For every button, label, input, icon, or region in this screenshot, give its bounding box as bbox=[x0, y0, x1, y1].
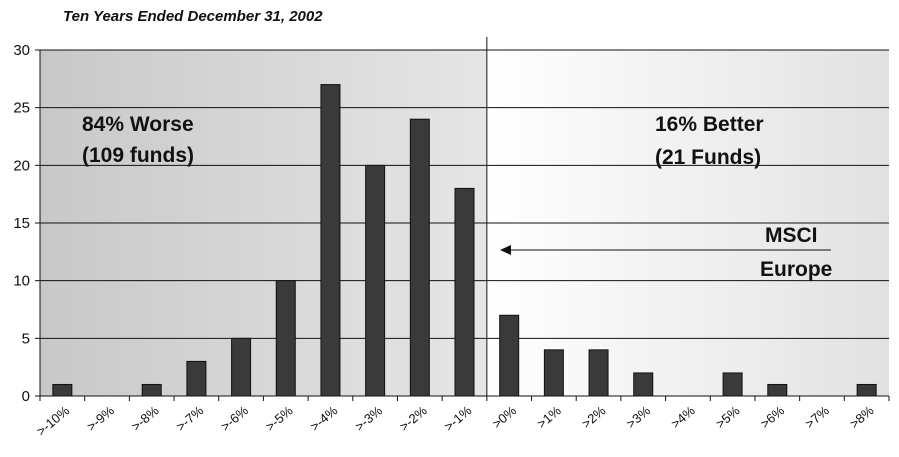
x-tick-label: >-7% bbox=[173, 403, 207, 435]
y-tick-label: 10 bbox=[13, 273, 30, 290]
x-tick-label: >-1% bbox=[441, 403, 475, 435]
benchmark-label-line2: Europe bbox=[760, 258, 832, 281]
x-tick-label: >6% bbox=[757, 403, 787, 432]
y-tick-label: 0 bbox=[22, 388, 30, 405]
bar bbox=[588, 349, 609, 397]
benchmark-label-line1: MSCI bbox=[765, 224, 818, 247]
x-tick-label: >4% bbox=[668, 403, 698, 432]
x-tick-label: >-10% bbox=[34, 403, 73, 439]
x-tick-label: >-3% bbox=[352, 403, 386, 435]
x-tick-label: >-5% bbox=[263, 403, 297, 435]
x-tick-label: >2% bbox=[579, 403, 609, 432]
y-tick-label: 20 bbox=[13, 157, 30, 174]
bar bbox=[543, 349, 564, 397]
y-tick-label: 5 bbox=[22, 330, 30, 347]
y-tick-label: 25 bbox=[13, 100, 30, 117]
x-tick-label: >8% bbox=[847, 403, 877, 432]
bar bbox=[275, 280, 296, 397]
y-tick-label: 30 bbox=[13, 42, 30, 59]
bar bbox=[186, 360, 207, 397]
x-tick-labels: >-10% >-9% >-8% >-7% >-6% >-5% >-4% >-3% >-2% >-1… bbox=[34, 403, 877, 439]
better-label-line1: 16% Better bbox=[655, 113, 764, 136]
chart-subtitle: Ten Years Ended December 31, 2002 bbox=[63, 8, 323, 25]
x-tick-label: >7% bbox=[802, 403, 832, 432]
x-tick-label: >-8% bbox=[128, 403, 162, 435]
bar bbox=[454, 187, 475, 397]
bar bbox=[141, 383, 162, 397]
x-tick-label: >-9% bbox=[84, 403, 118, 435]
bars bbox=[52, 84, 877, 397]
bar bbox=[365, 164, 386, 397]
better-label-line2: (21 Funds) bbox=[655, 146, 761, 169]
bar bbox=[320, 84, 341, 397]
y-tick-label: 15 bbox=[13, 215, 30, 232]
bar bbox=[856, 383, 877, 397]
bar bbox=[409, 118, 430, 397]
x-tick-label: >-6% bbox=[218, 403, 252, 435]
bar bbox=[722, 372, 743, 397]
worse-label-line2: (109 funds) bbox=[82, 144, 194, 167]
x-tick-label: >3% bbox=[623, 403, 653, 432]
x-tick-label: >-4% bbox=[307, 403, 341, 435]
bar bbox=[231, 337, 252, 397]
bar bbox=[499, 314, 520, 397]
bar bbox=[633, 372, 654, 397]
benchmark-arrow-head bbox=[500, 245, 511, 255]
worse-label-line1: 84% Worse bbox=[82, 113, 194, 136]
bar bbox=[767, 383, 788, 397]
x-tick-label: >1% bbox=[534, 403, 564, 432]
x-tick-label: >0% bbox=[489, 403, 519, 432]
y-tick-labels: 0 5 10 15 20 25 30 bbox=[13, 42, 30, 405]
axes bbox=[39, 50, 890, 401]
x-tick-label: >5% bbox=[713, 403, 743, 432]
bar bbox=[52, 383, 73, 397]
x-tick-label: >-2% bbox=[397, 403, 431, 435]
